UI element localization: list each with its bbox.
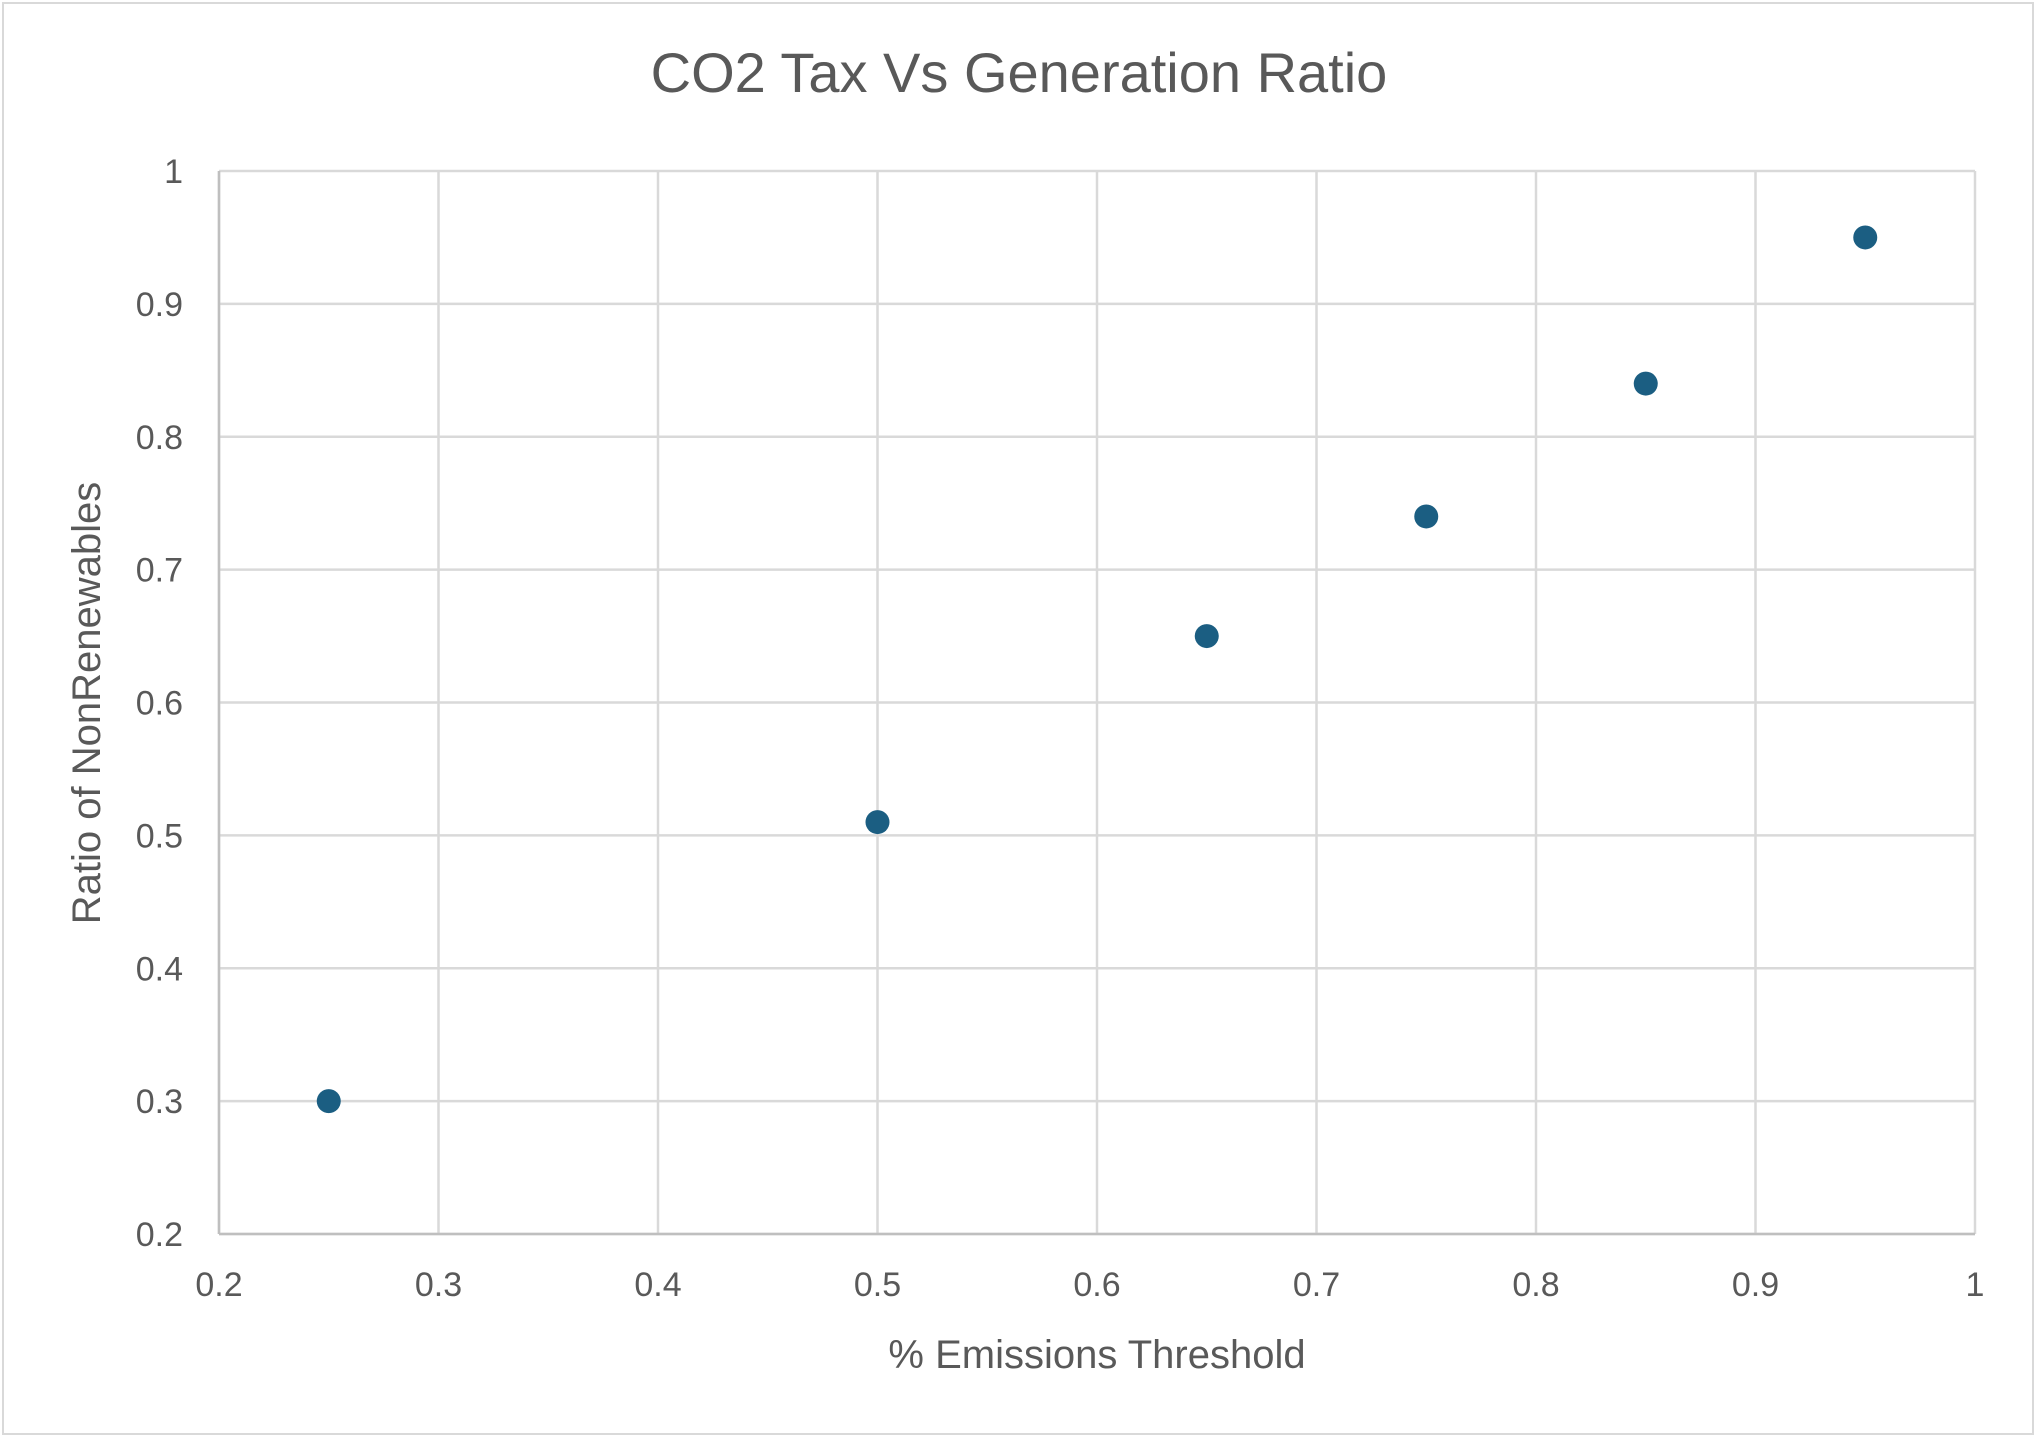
data-point (316, 1089, 341, 1114)
data-point (1194, 624, 1219, 649)
y-tick-label: 0.7 (136, 552, 183, 590)
y-tick-label: 0.3 (136, 1083, 183, 1121)
axes (217, 171, 1975, 1236)
data-point (1633, 371, 1658, 396)
data-point (865, 810, 890, 835)
x-tick-label: 0.3 (415, 1266, 462, 1304)
chart-title: CO2 Tax Vs Generation Ratio (651, 41, 1388, 104)
x-tick-label: 0.5 (854, 1266, 901, 1304)
y-tick-label: 0.6 (136, 685, 183, 723)
data-points (316, 225, 1878, 1114)
x-tick-label: 0.8 (1512, 1266, 1559, 1304)
x-tick-label: 0.7 (1293, 1266, 1340, 1304)
y-tick-labels: 0.2 0.3 0.4 0.5 0.6 0.7 0.8 0.9 1 (136, 153, 183, 1254)
x-axis-title: % Emissions Threshold (888, 1333, 1305, 1377)
y-tick-label: 1 (164, 153, 183, 191)
data-point (1853, 225, 1878, 250)
data-point (1414, 504, 1439, 529)
gridlines (217, 169, 1977, 1236)
y-tick-label: 0.9 (136, 286, 183, 324)
x-tick-label: 1 (1966, 1266, 1985, 1304)
y-axis-title: Ratio of NonRenewables (65, 482, 109, 924)
y-tick-label: 0.4 (136, 950, 183, 988)
x-tick-label: 0.4 (634, 1266, 681, 1304)
x-tick-label: 0.2 (195, 1266, 242, 1304)
y-tick-label: 0.8 (136, 419, 183, 457)
x-tick-labels: 0.2 0.3 0.4 0.5 0.6 0.7 0.8 0.9 1 (195, 1266, 1984, 1304)
x-tick-label: 0.9 (1732, 1266, 1779, 1304)
y-tick-label: 0.5 (136, 817, 183, 855)
y-tick-label: 0.2 (136, 1216, 183, 1254)
x-tick-label: 0.6 (1073, 1266, 1120, 1304)
